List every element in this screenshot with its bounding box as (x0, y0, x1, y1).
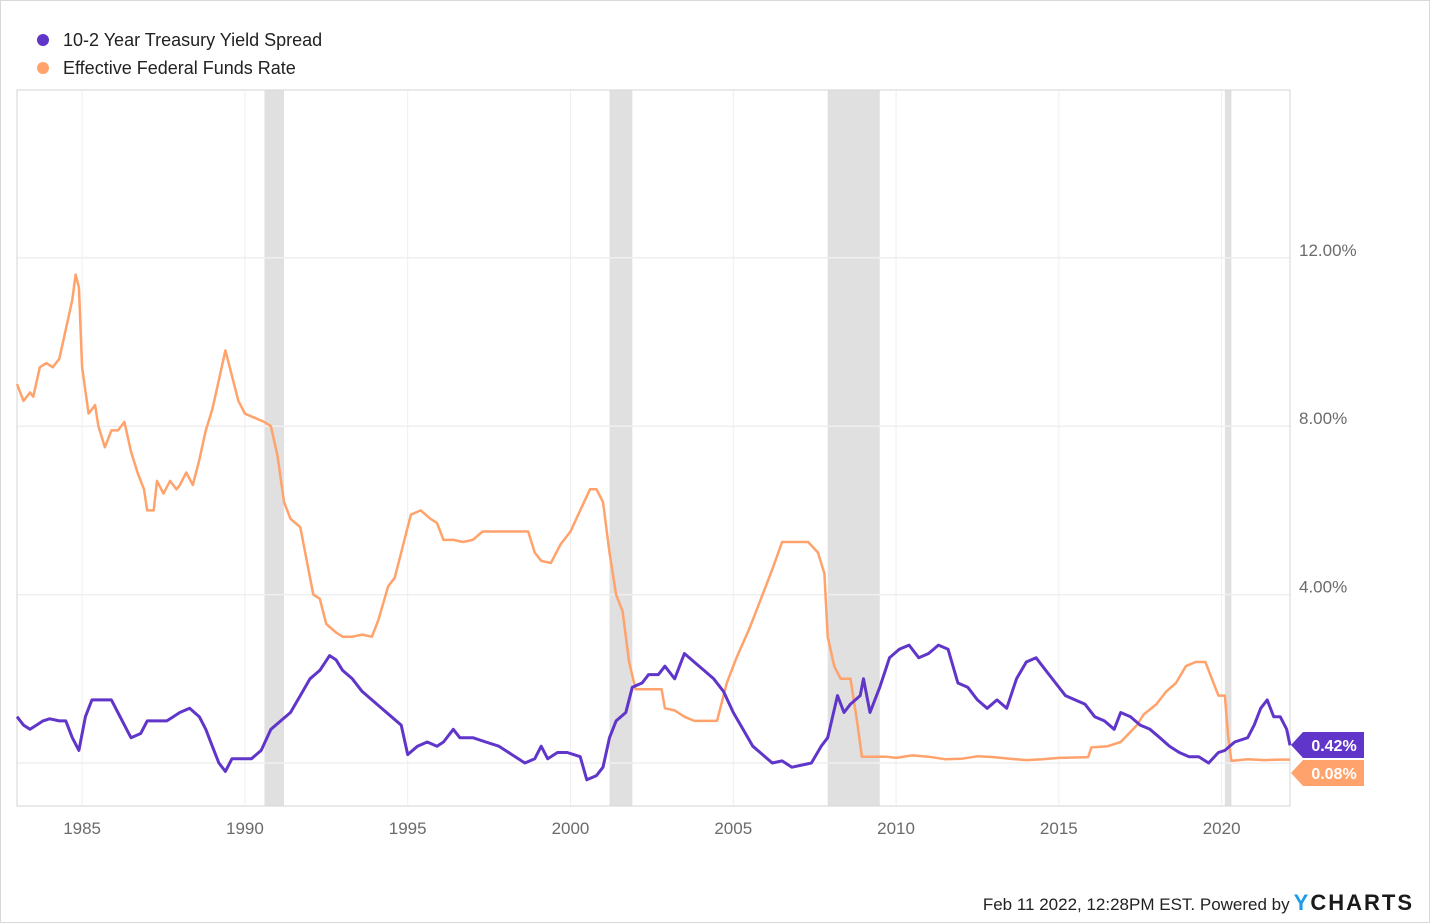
last-value-badge (1291, 760, 1364, 786)
axes (16, 89, 1291, 807)
legend-dot-spread (37, 34, 49, 46)
series-line-fed-funds (15, 273, 1290, 763)
recession-band (1224, 90, 1232, 806)
x-tick-label: 1985 (63, 819, 101, 838)
ycharts-logo-y: Y (1293, 890, 1311, 915)
recession-band (264, 90, 284, 806)
x-tick-label: 2020 (1203, 819, 1241, 838)
ycharts-logo[interactable]: YCHARTS (1294, 890, 1414, 916)
x-tick-label: 2015 (1040, 819, 1078, 838)
tick-labels: 1985 1990 1995 2000 2005 2010 2015 2020 4.00% 8.0… (63, 241, 1356, 838)
x-tick-label: 2010 (877, 819, 915, 838)
last-value-badges: 0.42% 0.08% (1291, 732, 1364, 786)
x-tick-label: 1990 (226, 819, 264, 838)
legend-item-fed-funds[interactable]: Effective Federal Funds Rate (37, 54, 322, 82)
legend-item-spread[interactable]: 10-2 Year Treasury Yield Spread (37, 26, 322, 54)
ycharts-logo-text: CHARTS (1310, 890, 1414, 915)
series-line-yield-spread (15, 643, 1292, 782)
legend-label-spread: 10-2 Year Treasury Yield Spread (63, 29, 323, 50)
x-tick-label: 1995 (389, 819, 427, 838)
x-tick-label: 2000 (552, 819, 590, 838)
plot-border (16, 89, 1291, 807)
y-tick-label: 8.00% (1299, 409, 1347, 428)
footer-timestamp: Feb 11 2022, 12:28PM EST. Powered by (982, 895, 1290, 914)
gridlines (17, 90, 1290, 806)
last-value-label: 0.08% (1311, 766, 1356, 783)
footer: Feb 11 2022, 12:28PM EST. Powered by YCH… (983, 890, 1414, 916)
recession-bands (264, 90, 1232, 806)
legend-dot-fed-funds (37, 62, 49, 74)
legend: 10-2 Year Treasury Yield Spread Effectiv… (37, 26, 322, 82)
x-tick-label: 2005 (714, 819, 752, 838)
recession-band (609, 90, 633, 806)
legend-label-fed-funds: Effective Federal Funds Rate (63, 57, 296, 78)
y-tick-label: 4.00% (1299, 578, 1347, 597)
last-value-badge (1291, 732, 1364, 758)
recession-band (827, 90, 880, 806)
last-value-label: 0.42% (1311, 738, 1356, 755)
y-tick-label: 12.00% (1299, 241, 1357, 260)
series-lines (15, 273, 1292, 782)
